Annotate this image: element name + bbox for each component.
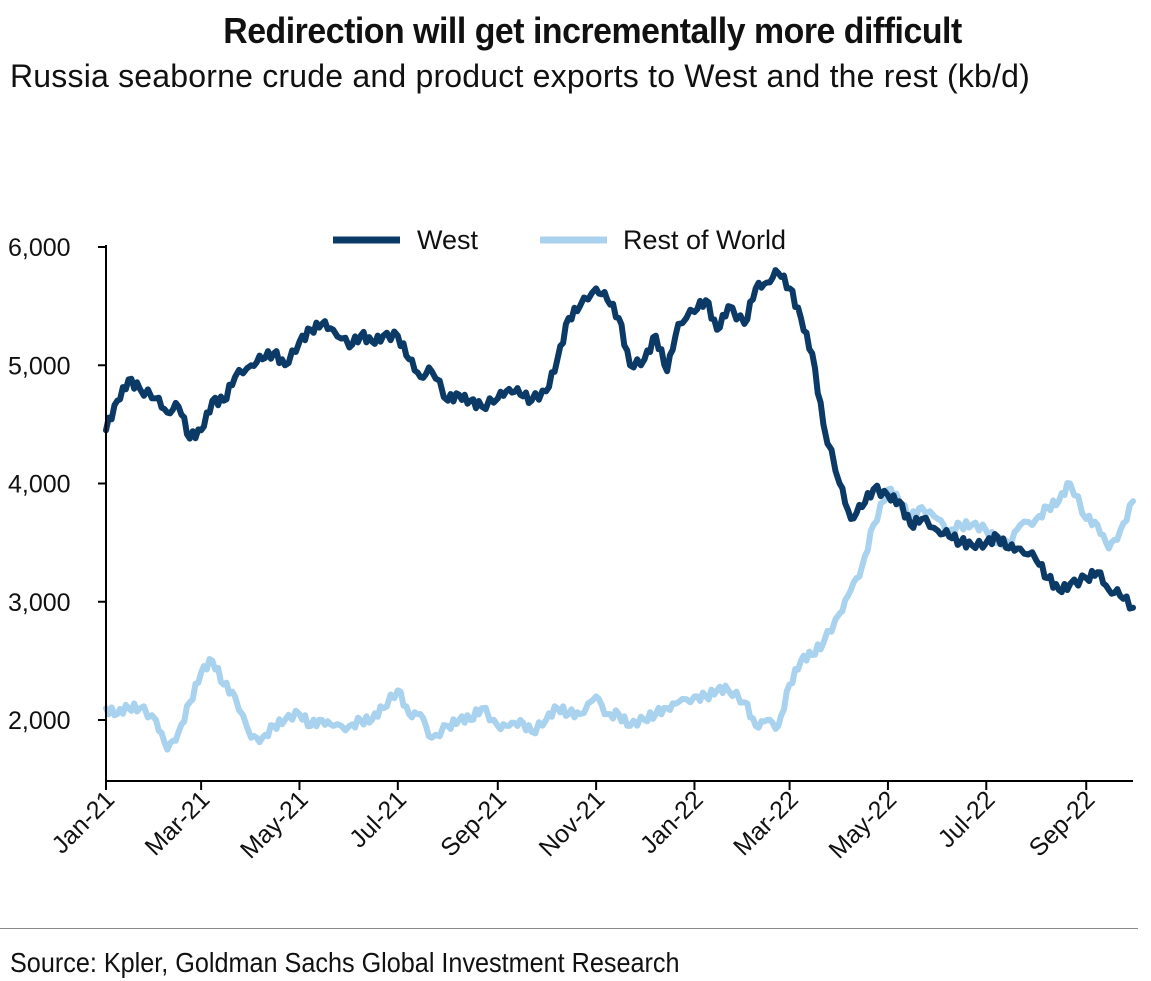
x-tick-label: Mar-21 xyxy=(140,785,216,861)
legend: West Rest of World xyxy=(333,225,786,255)
x-tick-label: May-22 xyxy=(823,785,902,864)
x-tick-label: Jan-21 xyxy=(46,785,120,859)
y-tick-label: 2,000 xyxy=(8,707,71,735)
x-tick-label: Jul-22 xyxy=(933,785,1001,853)
y-tick-label: 6,000 xyxy=(8,234,71,262)
legend-label-west: West xyxy=(417,225,479,255)
chart-subtitle: Russia seaborne crude and product export… xyxy=(10,58,1030,94)
x-tick-label: Nov-21 xyxy=(534,785,611,862)
x-tick-label: Sep-22 xyxy=(1024,785,1101,862)
x-tick-label: Mar-22 xyxy=(728,785,804,861)
series-line-west xyxy=(103,267,1136,612)
x-tick-label: Jan-22 xyxy=(635,785,709,859)
x-tick-label: Jul-21 xyxy=(344,785,412,853)
y-tick-label: 5,000 xyxy=(8,352,71,380)
series-layer xyxy=(103,267,1136,753)
y-tick-label: 4,000 xyxy=(8,471,71,499)
series-line-rest-of-world xyxy=(103,480,1136,753)
source-note: Source: Kpler, Goldman Sachs Global Inve… xyxy=(10,947,680,978)
footer-divider xyxy=(0,928,1138,929)
chart-title: Redirection will get incrementally more … xyxy=(223,10,962,51)
line-chart: West Rest of World 2,000 3,000 4,000 5,000 6… xyxy=(8,225,1136,864)
y-tick-label: 3,000 xyxy=(8,589,71,617)
x-tick-label: May-21 xyxy=(235,785,314,864)
x-tick-label: Sep-21 xyxy=(435,785,512,862)
legend-label-rest-of-world: Rest of World xyxy=(623,225,786,255)
